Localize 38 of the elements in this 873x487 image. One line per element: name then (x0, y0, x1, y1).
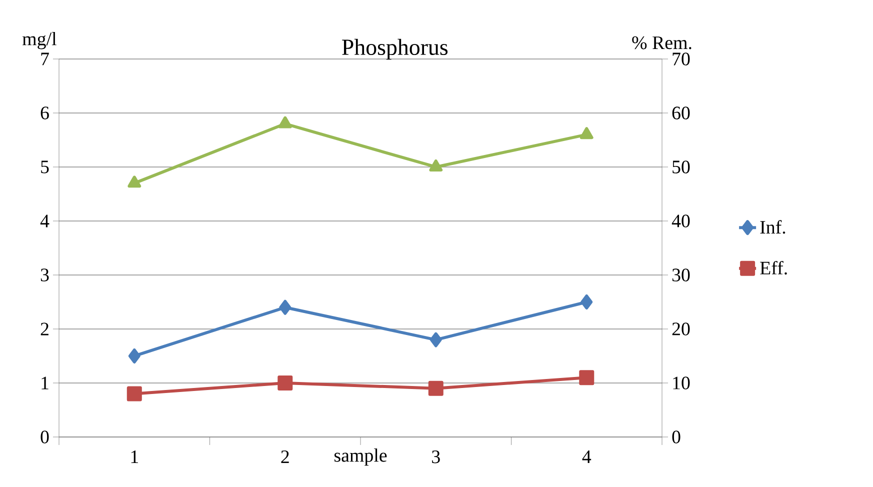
legend-label: Eff. (760, 260, 787, 275)
point (126, 386, 142, 402)
chart-title: Phosphorus (342, 38, 448, 60)
y-tick-label: 2 (40, 322, 48, 336)
y2-tick-label: 60 (672, 106, 690, 120)
y-tick-label: 6 (40, 106, 49, 120)
x-tick-label: 2 (281, 450, 289, 464)
point (128, 176, 142, 188)
y-tick-label: 0 (40, 430, 49, 444)
point (278, 375, 293, 390)
y2-tick-label: 10 (673, 376, 690, 390)
point (428, 380, 444, 396)
x-tick-label: 3 (432, 450, 440, 464)
x-tick-label: 1 (131, 450, 138, 463)
y-tick-label: 7 (41, 52, 49, 66)
y-tick-label: 3 (40, 268, 49, 282)
point (279, 300, 292, 315)
y2-tick-label: 0 (672, 430, 680, 444)
y2-tick-label: 50 (672, 160, 690, 174)
y2-tick-label: 70 (672, 52, 690, 66)
y-axis-title: mg/l (22, 32, 56, 50)
point (278, 116, 292, 128)
x-axis-title: sample (334, 448, 387, 466)
legend-label: Inf. (760, 220, 786, 234)
point (580, 294, 593, 310)
point (128, 348, 140, 364)
y-tick-label: 1 (42, 376, 48, 390)
x-tick-label: 4 (582, 450, 592, 463)
point (579, 370, 594, 386)
point (429, 159, 443, 172)
y-tick-label: 5 (41, 160, 49, 174)
y2-tick-label: 30 (672, 268, 690, 282)
point (580, 127, 594, 140)
y2-axis-title: % Rem. (632, 36, 692, 50)
y2-tick-label: 20 (672, 322, 690, 336)
y-tick-label: 4 (40, 214, 50, 228)
point (430, 332, 442, 348)
y2-tick-label: 40 (672, 214, 690, 228)
